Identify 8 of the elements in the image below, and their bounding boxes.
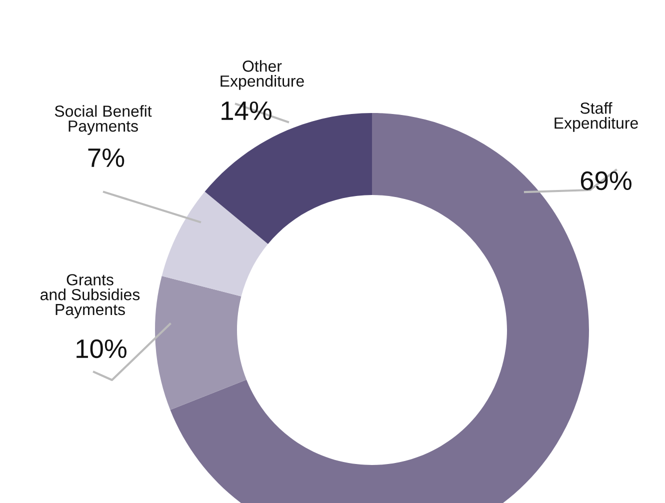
slice-label: Other Expenditure [220,60,304,90]
data-label: 14% [222,102,272,120]
slice-label: Social Benefit Payments [54,105,152,135]
data-label: 10% [76,339,126,358]
slice-label: Grants and Subsidies Payments [40,274,140,318]
data-label: 69% [580,171,632,190]
slice-label: Staff Expenditure [554,102,638,132]
data-label: 7% [88,148,124,167]
